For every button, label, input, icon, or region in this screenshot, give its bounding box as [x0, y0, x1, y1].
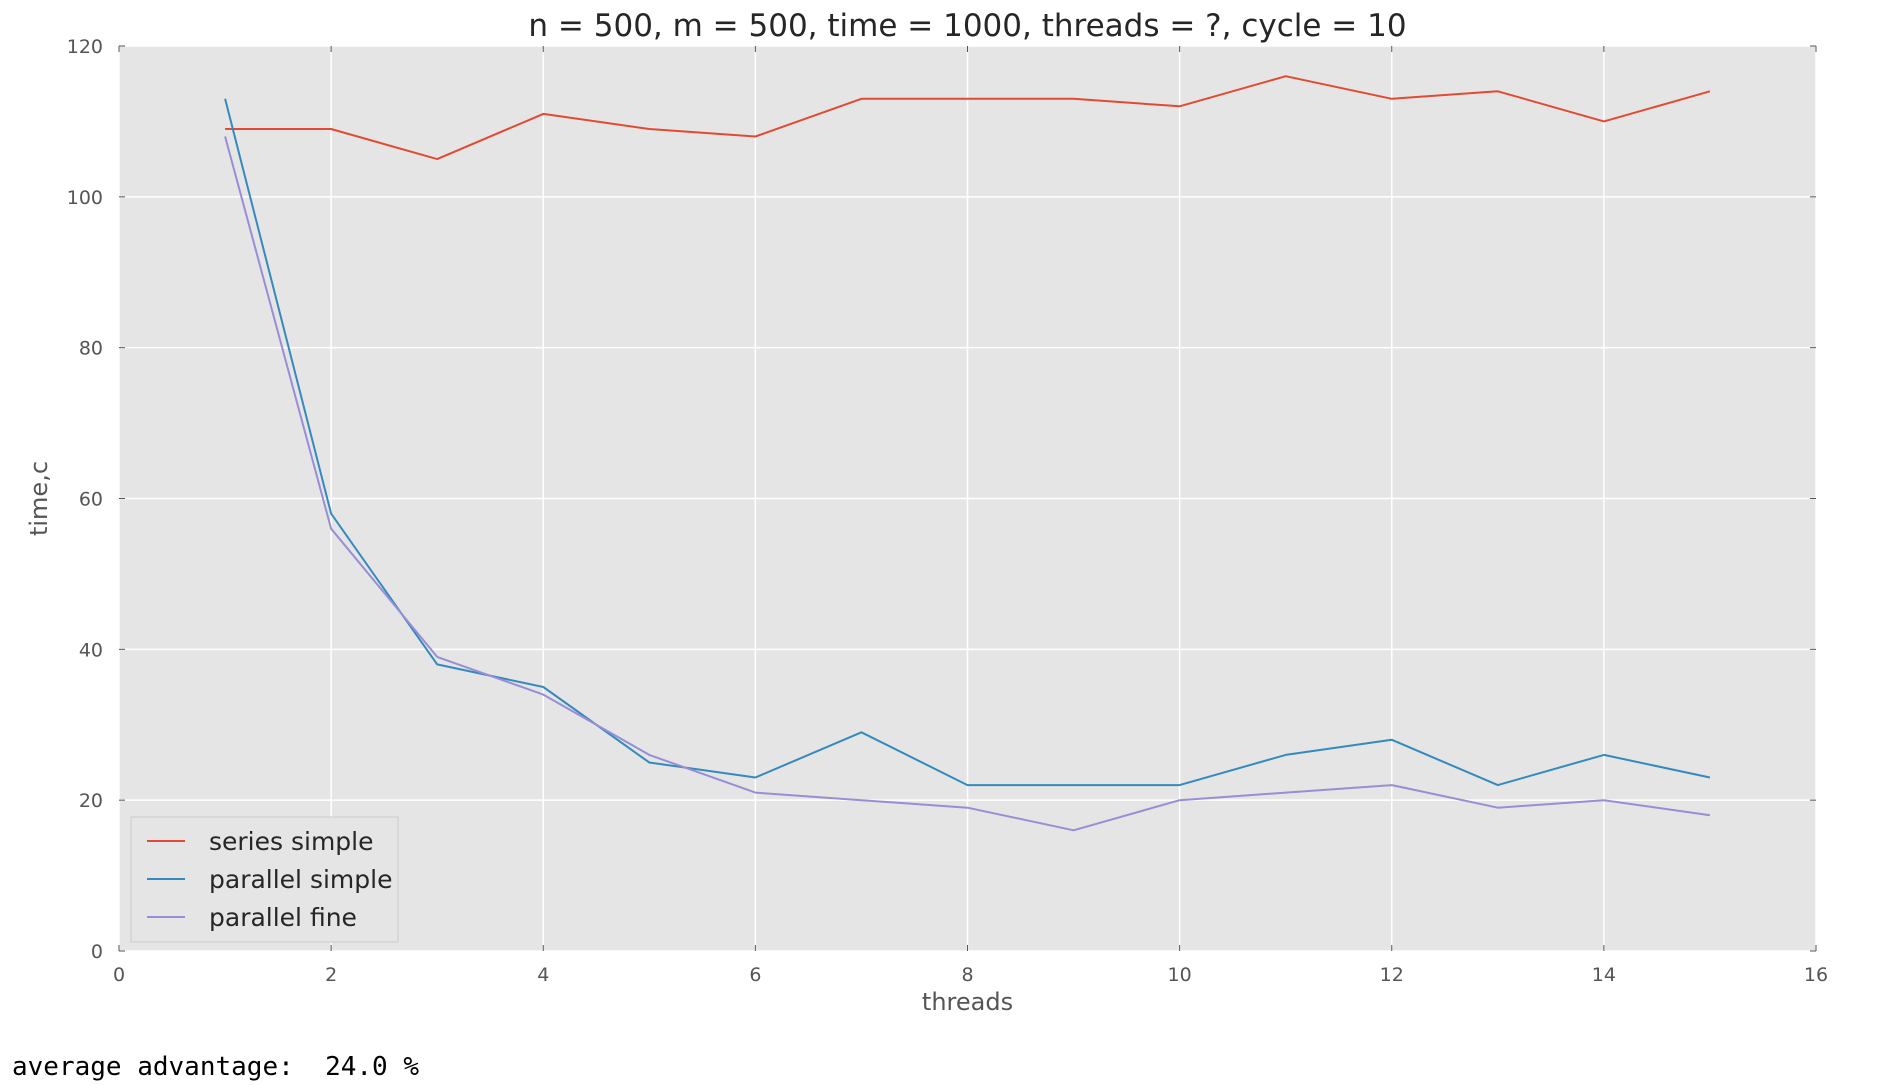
axis-ticks: 0 2 4 6 8 10 12 14 16 0 20 40 60 80 100 120 [67, 36, 1828, 986]
legend-label: parallel fine [209, 903, 357, 932]
legend: series simple parallel simple parallel fin… [130, 816, 399, 943]
x-tick-label: 10 [1168, 964, 1192, 986]
y-tick-label: 60 [79, 489, 103, 511]
series-line-parallel-fine [224, 136, 1711, 832]
x-tick-label: 8 [961, 964, 973, 986]
series-line-series-simple [225, 75, 1711, 161]
y-tick-label: 120 [67, 36, 103, 58]
series-line-parallel-simple [224, 98, 1711, 787]
x-tick-label: 14 [1592, 964, 1616, 986]
y-tick-label: 20 [79, 790, 103, 812]
y-tick-label: 80 [79, 338, 103, 360]
line-chart: 0 2 4 6 8 10 12 14 16 0 20 40 60 80 100 120 n = 500, m … [25, 8, 1828, 1016]
y-tick-label: 0 [91, 941, 103, 963]
series-lines [224, 75, 1711, 832]
x-tick-label: 4 [537, 964, 549, 986]
legend-label: series simple [209, 827, 374, 856]
x-tick-label: 6 [749, 964, 761, 986]
x-tick-label: 0 [113, 964, 125, 986]
cell-output-text: average advantage: 24.0 % [12, 1052, 419, 1082]
legend-label: parallel simple [209, 865, 392, 894]
y-tick-label: 40 [79, 639, 103, 661]
x-tick-label: 12 [1380, 964, 1404, 986]
x-axis-label: threads [922, 988, 1013, 1016]
x-tick-label: 2 [325, 964, 337, 986]
chart-title: n = 500, m = 500, time = 1000, threads =… [528, 8, 1406, 44]
y-tick-label: 100 [67, 187, 103, 209]
x-tick-label: 16 [1804, 964, 1828, 986]
y-axis-label: time,c [25, 461, 53, 536]
